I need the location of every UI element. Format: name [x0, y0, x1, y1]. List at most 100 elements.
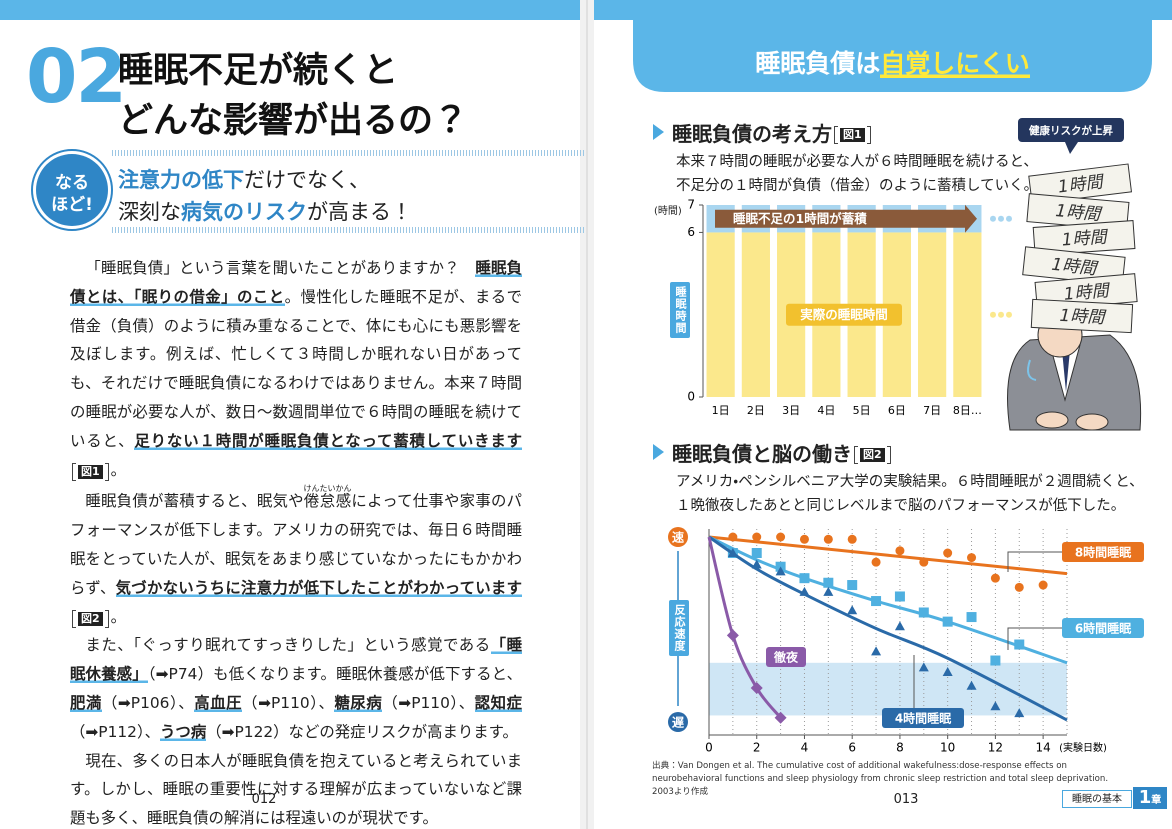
- figure-ref: 図2: [854, 446, 891, 464]
- series-label: 4時間睡眠: [895, 711, 952, 726]
- data-point: [990, 573, 1000, 583]
- text-run: が高まる！: [307, 200, 412, 224]
- series-label: 実際の睡眠時間: [800, 307, 888, 322]
- data-point: [967, 553, 977, 563]
- running-head: 睡眠の基本: [1062, 790, 1132, 808]
- y-tick-label: 7: [687, 198, 695, 212]
- badge-text: なる: [55, 173, 89, 193]
- data-point: [750, 681, 763, 694]
- bubble-tail: [1065, 142, 1078, 154]
- text-run: 。: [110, 460, 127, 479]
- subtitle-line: 深刻な病気のリスクが高まる！: [118, 196, 412, 226]
- data-point: [1014, 582, 1024, 592]
- text-run: 睡眠負債が蓄積すると、眠気や: [85, 492, 304, 511]
- data-point: [823, 534, 833, 544]
- y-tick-label: 0: [687, 390, 695, 404]
- x-tick-label: 1日: [712, 404, 730, 417]
- paper: 1時間: [1030, 298, 1134, 334]
- ruby-text: けんたいかん: [303, 484, 352, 494]
- x-tick-label: 3日: [782, 404, 800, 417]
- text-run: また、「ぐっすり眠れてすっきりした」という感覚である: [85, 636, 491, 655]
- chapter-number: 1: [1138, 787, 1152, 808]
- paper-sheet: [1030, 298, 1134, 334]
- ruby-base: 倦怠感: [303, 492, 352, 511]
- x-tick-label: 10: [940, 741, 955, 755]
- text-run: 睡眠負債は: [755, 49, 881, 78]
- figure-ref: 図1: [72, 462, 109, 481]
- x-tick-label: 2: [753, 741, 761, 755]
- data-point: [1014, 639, 1025, 650]
- figure-ref: 図2: [72, 609, 109, 628]
- bar-segment: [953, 232, 982, 397]
- data-point: [847, 580, 858, 591]
- paper: 1時間: [1022, 246, 1126, 286]
- series-label-box: [1062, 618, 1144, 638]
- series-label-box: [786, 303, 902, 326]
- y-top-label: 速: [672, 530, 684, 545]
- data-point: [966, 680, 977, 690]
- section-number: 02: [26, 34, 127, 120]
- text-run: によって仕事や家事のパフォーマンスが低下します。アメリカの研究では、毎日６時間睡…: [70, 492, 522, 597]
- figure-ref: 図1: [834, 126, 871, 144]
- text-run: （➡P106）、: [101, 693, 195, 712]
- text-run: （➡P122）などの発症リスクが高まります。: [206, 722, 518, 741]
- trend-line: [708, 535, 1068, 576]
- text-run: （➡P74）も低くなります。睡眠休養感が低下すると、: [147, 665, 522, 684]
- accent: 注意力の低下: [118, 168, 244, 192]
- data-point: [894, 621, 905, 631]
- series-label-box: [1062, 542, 1144, 562]
- data-point: [895, 546, 905, 556]
- subtitle-line: 注意力の低下だけでなく、: [118, 164, 370, 194]
- text-run: 「睡眠負債」という言葉を聞いたことがありますか？: [85, 259, 476, 277]
- paper-text: 1時間: [1059, 306, 1107, 328]
- section-description: 本来７時間の睡眠が必要な人が６時間睡眠を続けると、: [676, 154, 1038, 170]
- sweat: [1027, 359, 1037, 381]
- paragraph: 「睡眠負債」という言葉を聞いたことがありますか？ 睡眠負債とは、「眠りの借金」の…: [70, 254, 523, 484]
- accent: 自覚しにくい: [880, 49, 1030, 78]
- data-point: [942, 616, 953, 627]
- continuation-dot: [990, 215, 996, 222]
- data-point: [726, 629, 739, 642]
- data-point: [799, 534, 809, 544]
- emphasis: 認知症: [474, 693, 522, 712]
- hand: [1075, 413, 1109, 431]
- paragraph: また、「ぐっすり眠れてすっきりした」という感覚である「睡眠休養感」（➡P74）も…: [70, 631, 522, 746]
- data-point: [919, 557, 929, 567]
- trend-line: [707, 536, 782, 719]
- header-title: 睡眠負債は自覚しにくい: [633, 44, 1152, 80]
- y-bottom-marker: [668, 712, 688, 732]
- badge-text: ほど!: [51, 195, 93, 215]
- series-label: 徹夜: [773, 650, 799, 665]
- data-point: [847, 534, 857, 544]
- data-point: [751, 559, 762, 569]
- suit: [1007, 334, 1142, 431]
- section-heading: 睡眠負債と脳の働き 図2: [672, 438, 893, 467]
- x-tick-label: 8日…: [953, 404, 982, 417]
- data-point: [918, 607, 929, 618]
- paper: 1時間: [1028, 163, 1133, 205]
- x-tick-label: 8: [896, 741, 904, 755]
- series-label-box: [882, 708, 964, 728]
- accumulation-arrow: [715, 204, 977, 233]
- paper-text: 1時間: [1055, 201, 1103, 225]
- data-point: [871, 646, 882, 656]
- text-run: 。慢性化した睡眠不足が、まるで借金（負債）のように積み重なることで、体にも心にも…: [70, 287, 522, 450]
- data-point: [823, 586, 834, 596]
- bubble: [1018, 118, 1124, 142]
- bar-segment: [918, 232, 947, 397]
- text-run: 深刻な: [118, 200, 181, 224]
- data-point: [871, 596, 882, 607]
- emphasis: 高血圧: [194, 693, 243, 712]
- text-run: 現在、多くの日本人が睡眠負債を抱えていると考えられています。しかし、睡眠の重要性…: [70, 751, 522, 828]
- section-heading: 睡眠負債の考え方 図1: [672, 118, 873, 147]
- x-tick-label: 7日: [923, 404, 941, 417]
- bar-segment: [706, 232, 735, 397]
- hand: [1035, 411, 1069, 429]
- data-point: [774, 711, 787, 724]
- heading-marker: [653, 124, 664, 140]
- x-tick-label: 2日: [747, 404, 765, 417]
- tie: [1062, 350, 1070, 392]
- data-point: [1038, 580, 1048, 590]
- section-description: アメリカ・ペンシルベニア大学の実験結果。６時間睡眠が２週間続くと、: [676, 474, 1144, 490]
